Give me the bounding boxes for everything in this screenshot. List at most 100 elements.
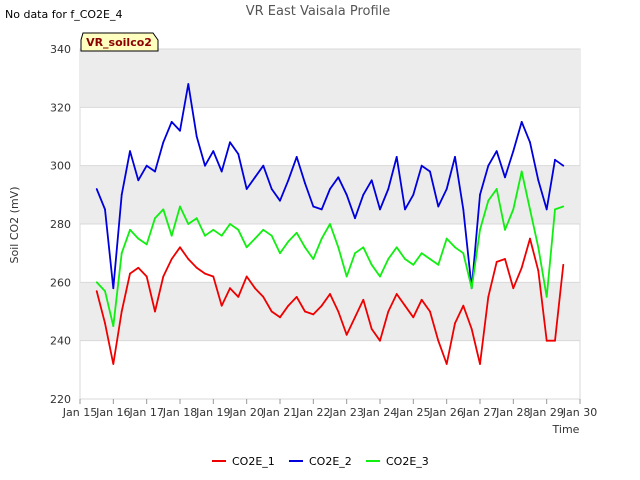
data-point	[254, 176, 256, 179]
data-point	[362, 298, 365, 301]
data-point	[429, 258, 431, 260]
data-point	[420, 298, 423, 301]
data-point	[379, 208, 381, 211]
x-tick-label: Jan 22	[295, 406, 330, 419]
data-point	[262, 228, 265, 231]
data-point	[445, 363, 448, 365]
y-tick-label: 240	[50, 335, 71, 348]
data-point	[229, 141, 231, 144]
data-point	[245, 275, 248, 278]
data-point	[154, 310, 156, 313]
data-point	[354, 316, 356, 319]
data-point	[554, 339, 556, 342]
data-point	[145, 275, 148, 278]
site-badge-box	[80, 32, 159, 52]
data-point	[479, 193, 481, 196]
data-point	[487, 164, 490, 167]
data-point	[137, 266, 140, 269]
data-point	[537, 269, 540, 272]
data-point	[387, 310, 390, 313]
data-point	[487, 296, 490, 298]
data-point	[562, 164, 565, 167]
data-point	[329, 223, 331, 225]
data-point	[454, 322, 456, 325]
y-tick-label: 320	[50, 101, 71, 114]
data-point	[229, 287, 231, 290]
data-point	[429, 310, 431, 313]
data-point	[129, 150, 131, 153]
data-point	[220, 234, 223, 237]
data-point	[204, 164, 206, 167]
data-point	[512, 208, 515, 211]
data-point	[562, 263, 565, 266]
data-point	[504, 258, 506, 260]
data-point	[237, 228, 240, 231]
data-point	[529, 208, 531, 211]
y-tick-label: 260	[50, 276, 71, 289]
data-point	[320, 304, 323, 307]
y-axis-label: Soil CO2 (mV)	[8, 187, 21, 264]
no-data-note: No data for f_CO2E_4	[5, 8, 123, 21]
data-point	[520, 121, 523, 123]
data-point	[154, 217, 156, 220]
data-point	[337, 246, 340, 249]
data-point	[270, 234, 273, 237]
data-point	[270, 310, 273, 313]
data-point	[320, 237, 323, 240]
data-point	[279, 316, 281, 319]
data-point	[279, 199, 281, 202]
data-point	[120, 193, 123, 196]
data-point	[337, 310, 340, 313]
data-point	[370, 328, 373, 330]
data-point	[320, 208, 323, 211]
data-point	[537, 246, 540, 249]
data-point	[495, 261, 498, 263]
y-axis-ticks: 220 240 260 280 300 320 340	[50, 43, 71, 406]
data-point	[104, 208, 106, 211]
data-point	[462, 304, 465, 307]
data-point	[329, 293, 331, 295]
data-point	[170, 258, 173, 260]
data-point	[129, 272, 131, 275]
data-point	[470, 328, 473, 330]
data-point	[220, 170, 223, 173]
data-point	[312, 205, 315, 208]
legend-label-co2e-3: CO2E_3	[386, 455, 429, 468]
data-point	[404, 304, 406, 307]
x-tick-label: Jan 21	[262, 406, 297, 419]
data-point	[545, 208, 548, 211]
data-point	[420, 164, 423, 167]
legend: CO2E_1 CO2E_2 CO2E_3	[212, 455, 429, 468]
data-point	[195, 135, 198, 138]
data-point	[420, 252, 423, 255]
data-point	[520, 170, 523, 173]
x-tick-label: Jan 28	[495, 406, 530, 419]
x-tick-label: Jan 18	[162, 406, 197, 419]
data-point	[395, 156, 398, 158]
data-point	[304, 310, 306, 313]
data-point	[187, 83, 190, 85]
data-point	[170, 234, 173, 237]
data-point	[112, 325, 115, 327]
data-point	[554, 158, 556, 161]
x-tick-label: Jan 15	[62, 406, 97, 419]
data-point	[304, 182, 306, 185]
chart-title: VR East Vaisala Profile	[246, 4, 391, 19]
data-point	[312, 258, 315, 260]
data-point	[312, 313, 315, 316]
data-point	[379, 275, 381, 278]
data-point	[270, 188, 273, 190]
data-point	[295, 231, 298, 234]
data-point	[237, 296, 240, 298]
data-point	[487, 199, 490, 202]
data-point	[504, 176, 506, 179]
y-tick-label: 340	[50, 43, 71, 56]
data-point	[412, 316, 415, 319]
data-point	[245, 188, 248, 190]
series-co2e-1	[95, 237, 565, 365]
data-point	[179, 246, 181, 249]
x-tick-label: Jan 20	[228, 406, 263, 419]
data-point	[112, 287, 115, 290]
